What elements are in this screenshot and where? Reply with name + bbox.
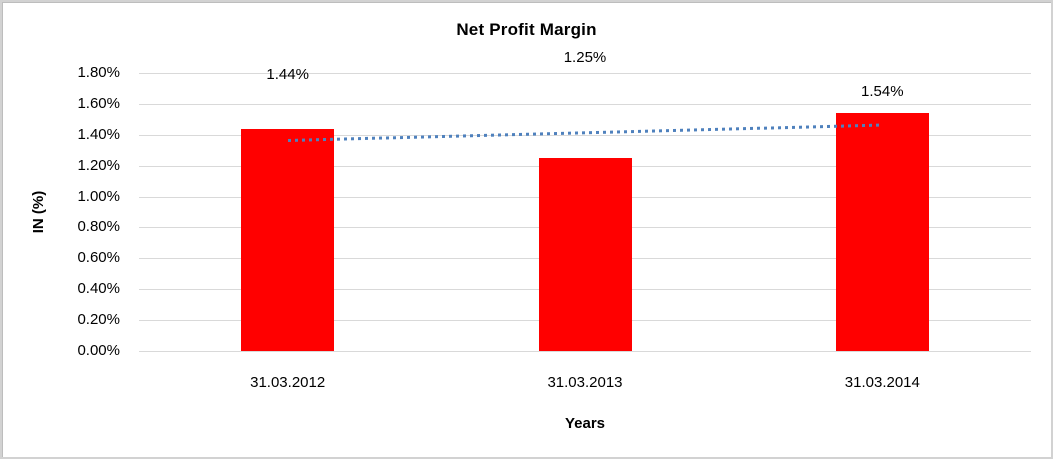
- y-tick-label: 0.60%: [77, 249, 120, 267]
- chart-title: Net Profit Margin: [456, 20, 597, 39]
- y-tick-label: 0.40%: [77, 280, 120, 298]
- x-axis-title: Years: [564, 415, 606, 432]
- y-tick-label: 1.40%: [77, 125, 120, 143]
- y-tick-label: 1.80%: [77, 64, 120, 81]
- trendline: [287, 124, 883, 143]
- plot-area: [139, 73, 1031, 352]
- gridline: [139, 103, 1031, 105]
- y-tick-label: 1.00%: [77, 187, 120, 205]
- y-tick-label: 1.60%: [77, 94, 120, 112]
- gridline: [139, 134, 1031, 136]
- bar-31.03.2013[interactable]: [538, 157, 632, 351]
- x-tick-label: 31.03.2012: [250, 374, 326, 391]
- value-label: 1.25%: [563, 49, 607, 66]
- value-label: 1.54%: [861, 83, 904, 100]
- x-tick-label: 31.03.2013: [547, 374, 623, 391]
- gridline: [139, 351, 1031, 352]
- gridline: [139, 73, 1031, 74]
- x-tick-label: 31.03.2014: [844, 374, 920, 391]
- y-tick-label: 1.20%: [77, 156, 120, 174]
- bar-31.03.2012[interactable]: [241, 128, 335, 351]
- y-tick-label: 0.00%: [77, 342, 120, 359]
- bar-31.03.2014[interactable]: [835, 113, 929, 351]
- y-tick-label: 0.80%: [77, 218, 120, 236]
- value-label: 1.44%: [266, 66, 309, 83]
- y-tick-label: 0.20%: [77, 311, 120, 329]
